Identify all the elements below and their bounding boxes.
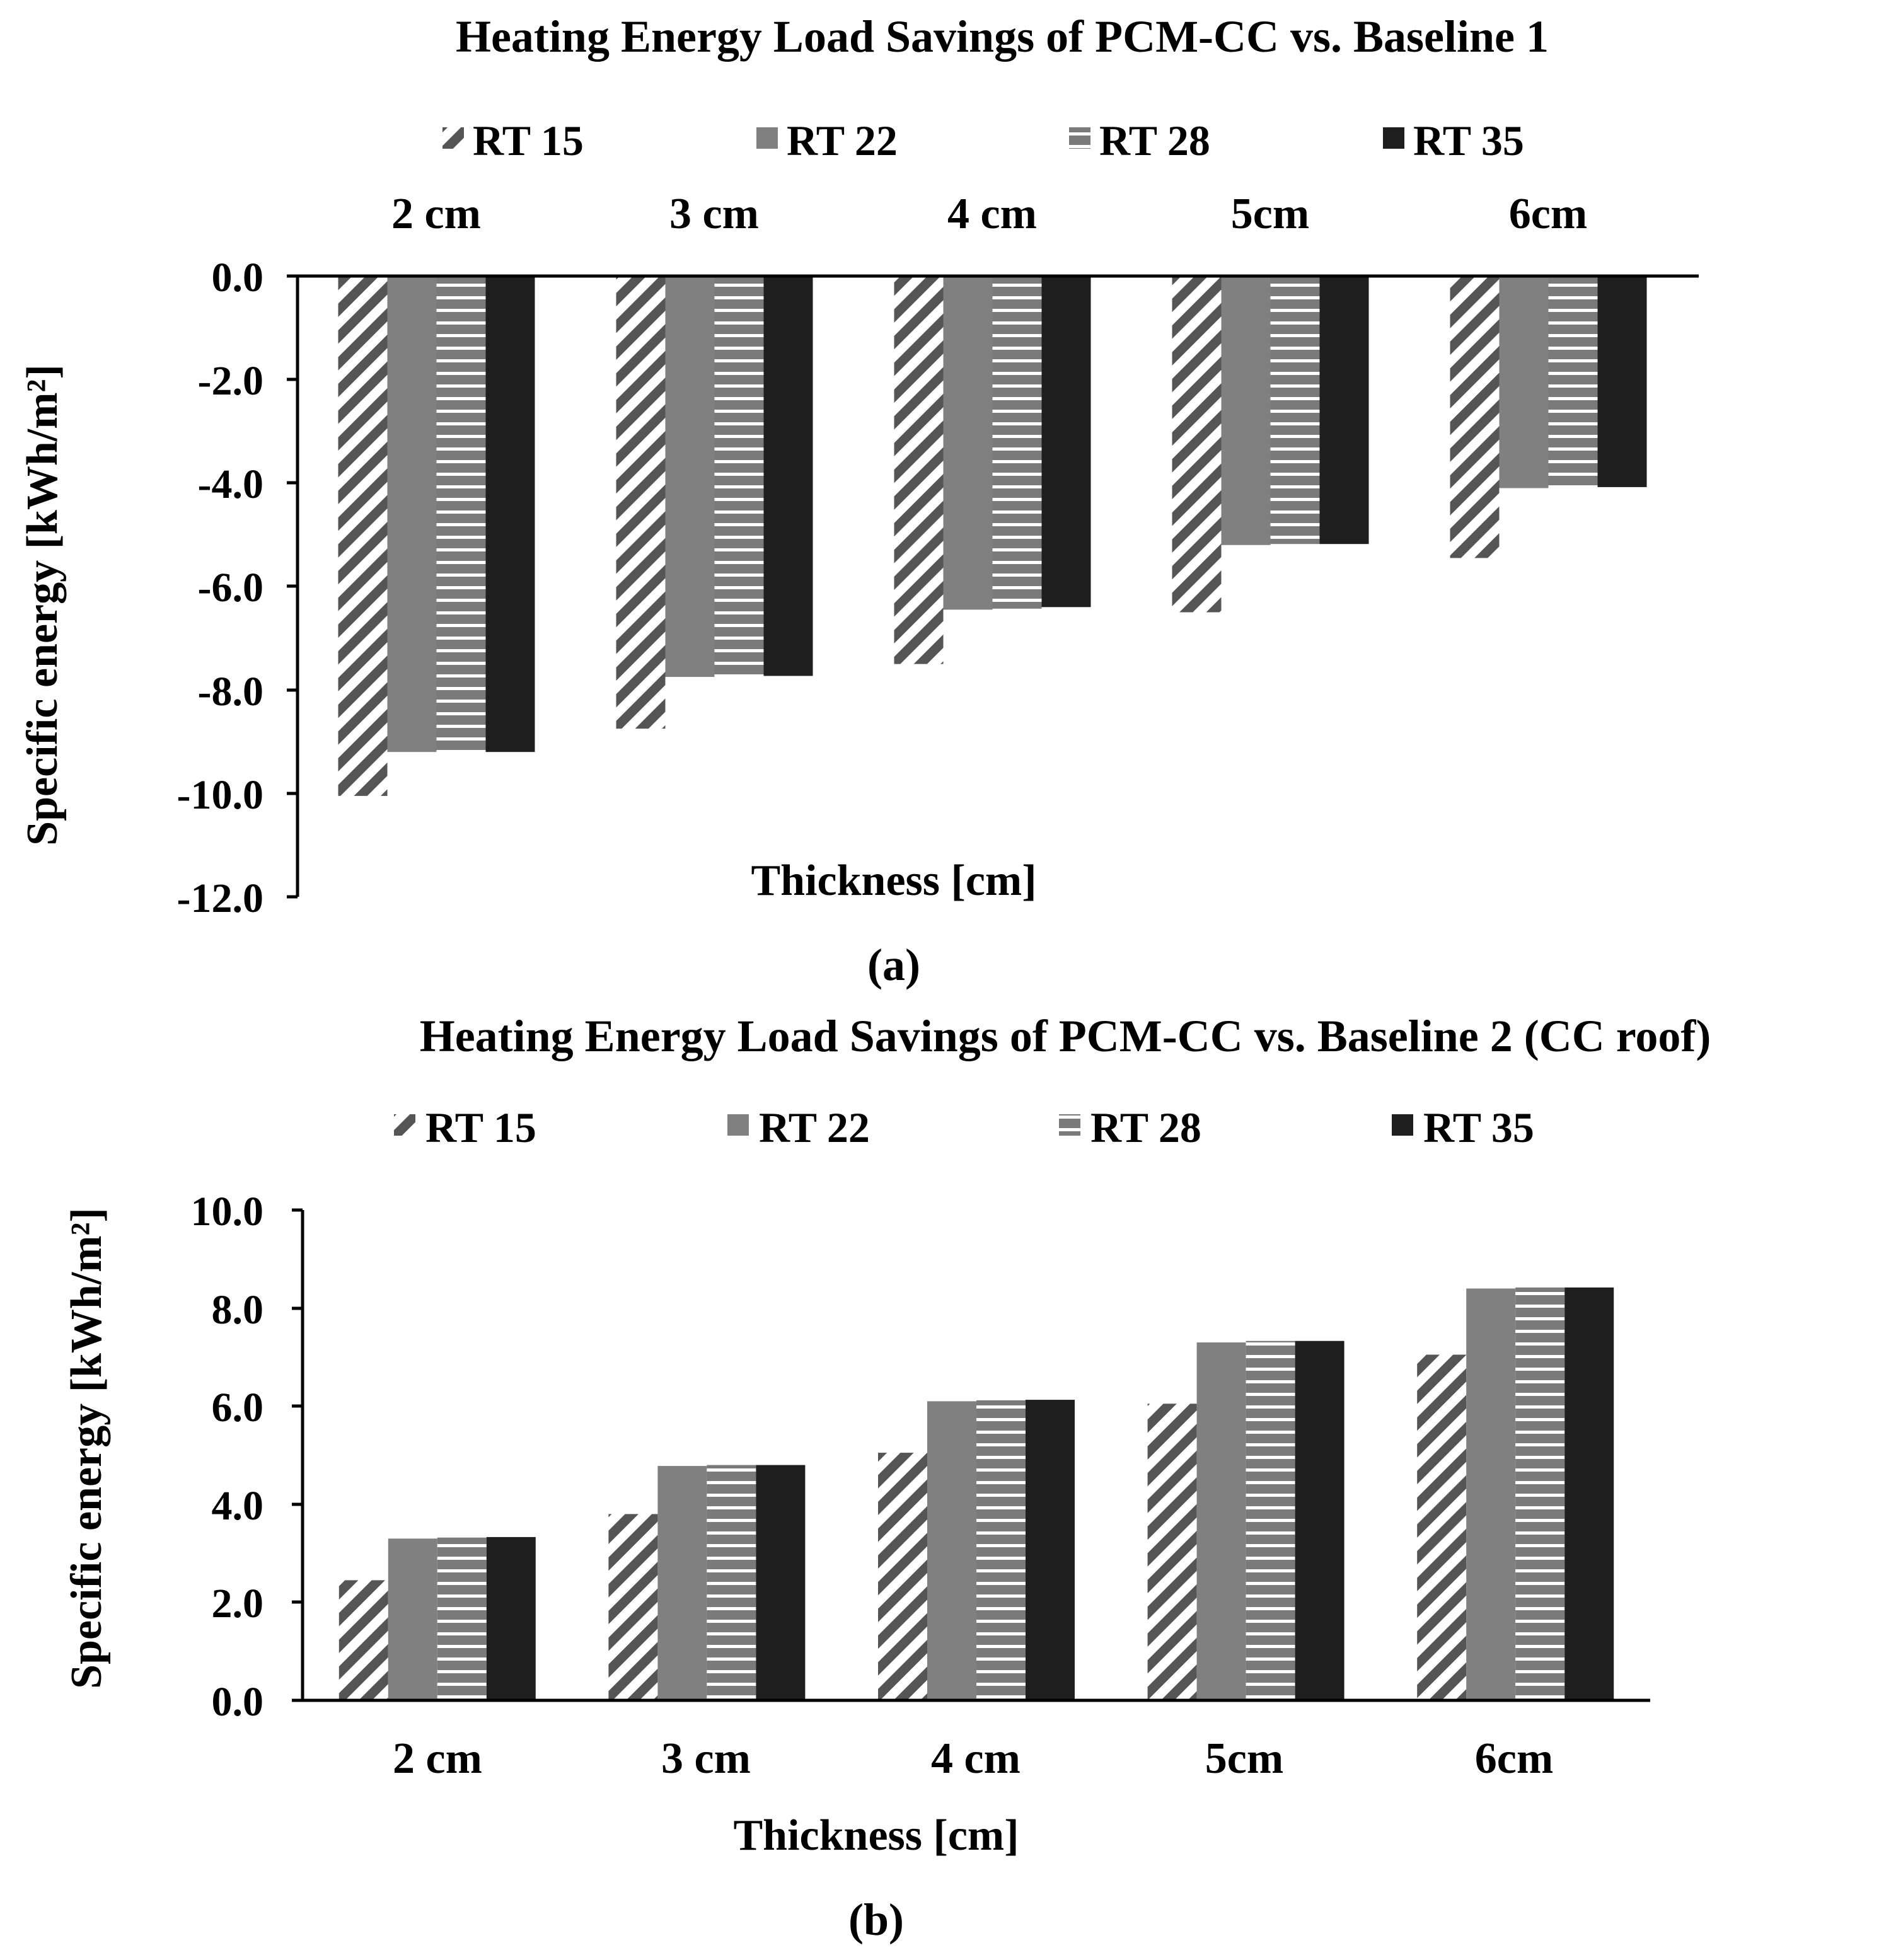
bar-rt22-6cm bbox=[1499, 276, 1549, 488]
legend-label-rt28: RT 28 bbox=[1099, 117, 1210, 164]
bar-rt28-6cm bbox=[1515, 1287, 1565, 1700]
chart-title: Heating Energy Load Savings of PCM-CC vs… bbox=[456, 11, 1549, 62]
bar-rt15-5cm bbox=[1172, 276, 1222, 613]
bars bbox=[338, 276, 1647, 796]
bar-rt28-4cm bbox=[992, 276, 1042, 609]
y-tick-label: 6.0 bbox=[212, 1385, 264, 1431]
y-ticks: 0.0 2.0 4.0 6.0 8.0 10.0 bbox=[191, 1189, 303, 1725]
legend-label-rt22: RT 22 bbox=[787, 117, 898, 164]
bar-rt28-5cm bbox=[1246, 1340, 1295, 1700]
bar-rt28-3cm bbox=[707, 1465, 756, 1700]
bar-rt22-6cm bbox=[1466, 1288, 1516, 1700]
bar-rt35-5cm bbox=[1319, 276, 1369, 545]
y-tick-label: 10.0 bbox=[191, 1189, 264, 1235]
panel-label: (a) bbox=[867, 940, 920, 990]
bar-rt35-3cm bbox=[763, 276, 813, 676]
category-label: 4 cm bbox=[947, 190, 1037, 238]
bar-rt28-6cm bbox=[1548, 276, 1598, 487]
legend-label-rt28: RT 28 bbox=[1090, 1104, 1201, 1151]
panel-label: (b) bbox=[848, 1894, 904, 1945]
bar-rt35-6cm bbox=[1564, 1287, 1614, 1700]
legend-swatch-rt22 bbox=[756, 127, 778, 149]
bar-rt35-3cm bbox=[756, 1465, 806, 1700]
bar-rt28-3cm bbox=[714, 276, 764, 677]
bar-rt15-3cm bbox=[608, 1514, 658, 1700]
bar-rt35-2cm bbox=[485, 276, 535, 752]
y-tick-label: 0.0 bbox=[212, 255, 264, 301]
legend-label-rt22: RT 22 bbox=[759, 1104, 870, 1151]
category-label: 2 cm bbox=[391, 190, 481, 238]
bar-rt15-4cm bbox=[878, 1453, 927, 1700]
bar-rt22-3cm bbox=[665, 276, 715, 677]
chart-panel-b: Heating Energy Load Savings of PCM-CC vs… bbox=[62, 1011, 1711, 1945]
y-tick-label: -8.0 bbox=[198, 669, 263, 715]
x-axis-label: Thickness [cm] bbox=[751, 856, 1036, 905]
x-axis-label: Thickness [cm] bbox=[733, 1811, 1019, 1860]
legend-swatch-rt35 bbox=[1383, 127, 1404, 149]
category-label: 5cm bbox=[1205, 1734, 1283, 1783]
legend-swatch-rt22 bbox=[727, 1114, 749, 1136]
legend-swatch-rt15 bbox=[442, 127, 464, 149]
legend: RT 15 RT 22 RT 28 RT 35 bbox=[442, 117, 1524, 164]
bar-rt15-5cm bbox=[1147, 1404, 1197, 1700]
bar-rt22-2cm bbox=[387, 276, 437, 752]
y-tick-label: -12.0 bbox=[177, 875, 263, 921]
bar-rt22-4cm bbox=[943, 276, 993, 610]
legend-label-rt35: RT 35 bbox=[1423, 1104, 1534, 1151]
y-axis-label: Specific energy [kWh/m²] bbox=[18, 364, 67, 846]
legend-swatch-rt28 bbox=[1059, 1114, 1080, 1136]
chart-panel-a: Heating Energy Load Savings of PCM-CC vs… bbox=[18, 11, 1699, 990]
bar-rt35-4cm bbox=[1041, 276, 1091, 608]
legend-label-rt15: RT 15 bbox=[473, 117, 584, 164]
legend: RT 15 RT 22 RT 28 RT 35 bbox=[394, 1104, 1534, 1151]
legend-swatch-rt35 bbox=[1392, 1114, 1413, 1136]
bar-rt35-6cm bbox=[1597, 276, 1647, 487]
y-tick-label: -4.0 bbox=[198, 461, 263, 507]
legend-swatch-rt28 bbox=[1069, 127, 1090, 149]
category-label: 2 cm bbox=[393, 1734, 482, 1783]
bar-rt22-5cm bbox=[1196, 1342, 1246, 1700]
bar-rt15-6cm bbox=[1417, 1354, 1467, 1700]
y-tick-label: 2.0 bbox=[212, 1581, 264, 1627]
bar-rt28-2cm bbox=[436, 276, 486, 752]
bar-rt15-2cm bbox=[338, 276, 388, 796]
bar-rt28-5cm bbox=[1270, 276, 1320, 545]
category-label: 5cm bbox=[1231, 190, 1309, 238]
bar-rt35-5cm bbox=[1295, 1340, 1345, 1700]
category-label: 3 cm bbox=[661, 1734, 751, 1783]
category-labels: 2 cm 3 cm 4 cm 5cm 6cm bbox=[391, 190, 1587, 238]
bar-rt35-4cm bbox=[1026, 1400, 1075, 1700]
y-tick-label: -6.0 bbox=[198, 565, 263, 611]
y-axis-label: Specific energy [kWh/m²] bbox=[62, 1208, 111, 1689]
legend-label-rt35: RT 35 bbox=[1413, 117, 1524, 164]
bar-rt15-2cm bbox=[338, 1580, 388, 1700]
bar-rt28-2cm bbox=[437, 1537, 487, 1700]
category-label: 3 cm bbox=[669, 190, 759, 238]
category-label: 6cm bbox=[1475, 1734, 1553, 1783]
bar-rt15-3cm bbox=[616, 276, 666, 729]
bar-rt22-2cm bbox=[388, 1538, 437, 1700]
category-labels: 2 cm 3 cm 4 cm 5cm 6cm bbox=[393, 1734, 1553, 1783]
y-tick-label: -2.0 bbox=[198, 358, 263, 404]
bars bbox=[338, 1287, 1614, 1700]
bar-rt15-4cm bbox=[894, 276, 944, 664]
y-tick-label: 8.0 bbox=[212, 1287, 264, 1333]
bar-rt22-4cm bbox=[927, 1401, 976, 1700]
chart-title: Heating Energy Load Savings of PCM-CC vs… bbox=[420, 1011, 1711, 1061]
bar-rt28-4cm bbox=[976, 1400, 1026, 1700]
category-label: 6cm bbox=[1509, 190, 1587, 238]
y-tick-label: 0.0 bbox=[212, 1679, 264, 1725]
legend-swatch-rt15 bbox=[394, 1114, 415, 1136]
y-ticks: 0.0 -2.0 -4.0 -6.0 -8.0 -10.0 -12.0 bbox=[177, 255, 298, 921]
y-tick-label: -10.0 bbox=[177, 772, 263, 818]
bar-rt22-5cm bbox=[1221, 276, 1271, 545]
legend-label-rt15: RT 15 bbox=[425, 1104, 536, 1151]
bar-rt22-3cm bbox=[657, 1466, 707, 1700]
y-tick-label: 4.0 bbox=[212, 1483, 264, 1529]
category-label: 4 cm bbox=[931, 1734, 1021, 1783]
bar-rt15-6cm bbox=[1450, 276, 1500, 558]
bar-rt35-2cm bbox=[486, 1536, 536, 1700]
